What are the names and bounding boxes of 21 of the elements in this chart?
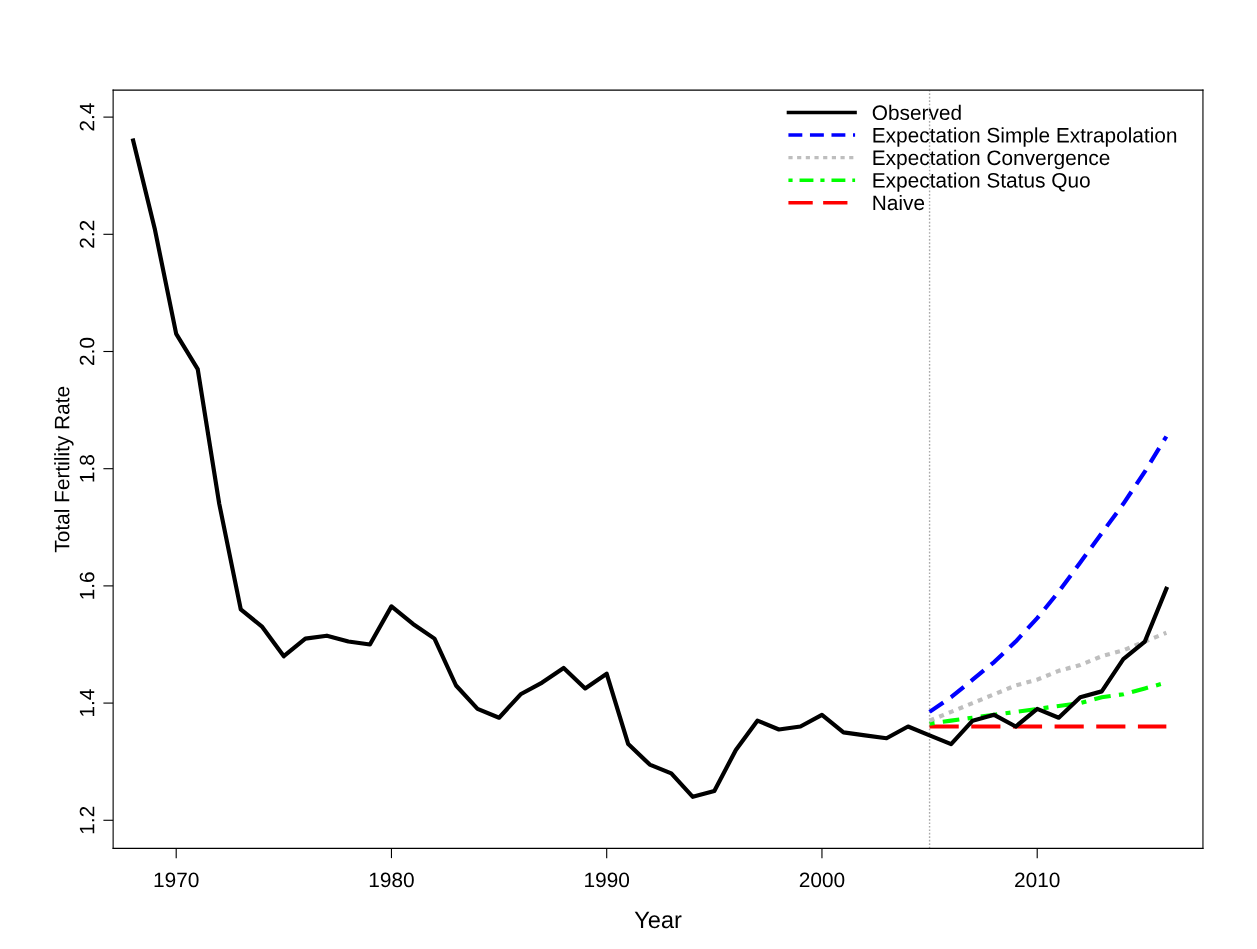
y-axis-title: Total Fertility Rate — [54, 386, 74, 553]
y-tick-label: 2.2 — [79, 220, 95, 248]
y-tick-label: 1.8 — [79, 455, 95, 482]
y-tick-label: 2.0 — [79, 337, 95, 365]
x-tick-label: 1970 — [154, 872, 199, 888]
x-tick-label: 2010 — [1015, 872, 1060, 888]
legend-label: Expectation Convergence — [873, 149, 1110, 170]
legend-label: Expectation Status Quo — [873, 172, 1090, 192]
y-tick-label: 1.6 — [79, 572, 95, 599]
line-series — [927, 434, 1169, 714]
x-tick-label: 1990 — [585, 872, 630, 888]
y-tick-label: 1.4 — [79, 689, 95, 716]
y-tick-label: 1.2 — [79, 806, 95, 834]
x-tick-label: 1980 — [369, 872, 414, 888]
legend-label: Naive — [873, 194, 925, 211]
legend-label: Observed — [872, 104, 961, 121]
x-tick-label: 2000 — [799, 872, 845, 888]
y-tick-label: 2.4 — [79, 103, 95, 131]
line-series — [927, 630, 1169, 723]
x-axis-title: Year — [634, 911, 682, 929]
legend-label: Expectation Simple Extrapolation — [873, 127, 1177, 147]
